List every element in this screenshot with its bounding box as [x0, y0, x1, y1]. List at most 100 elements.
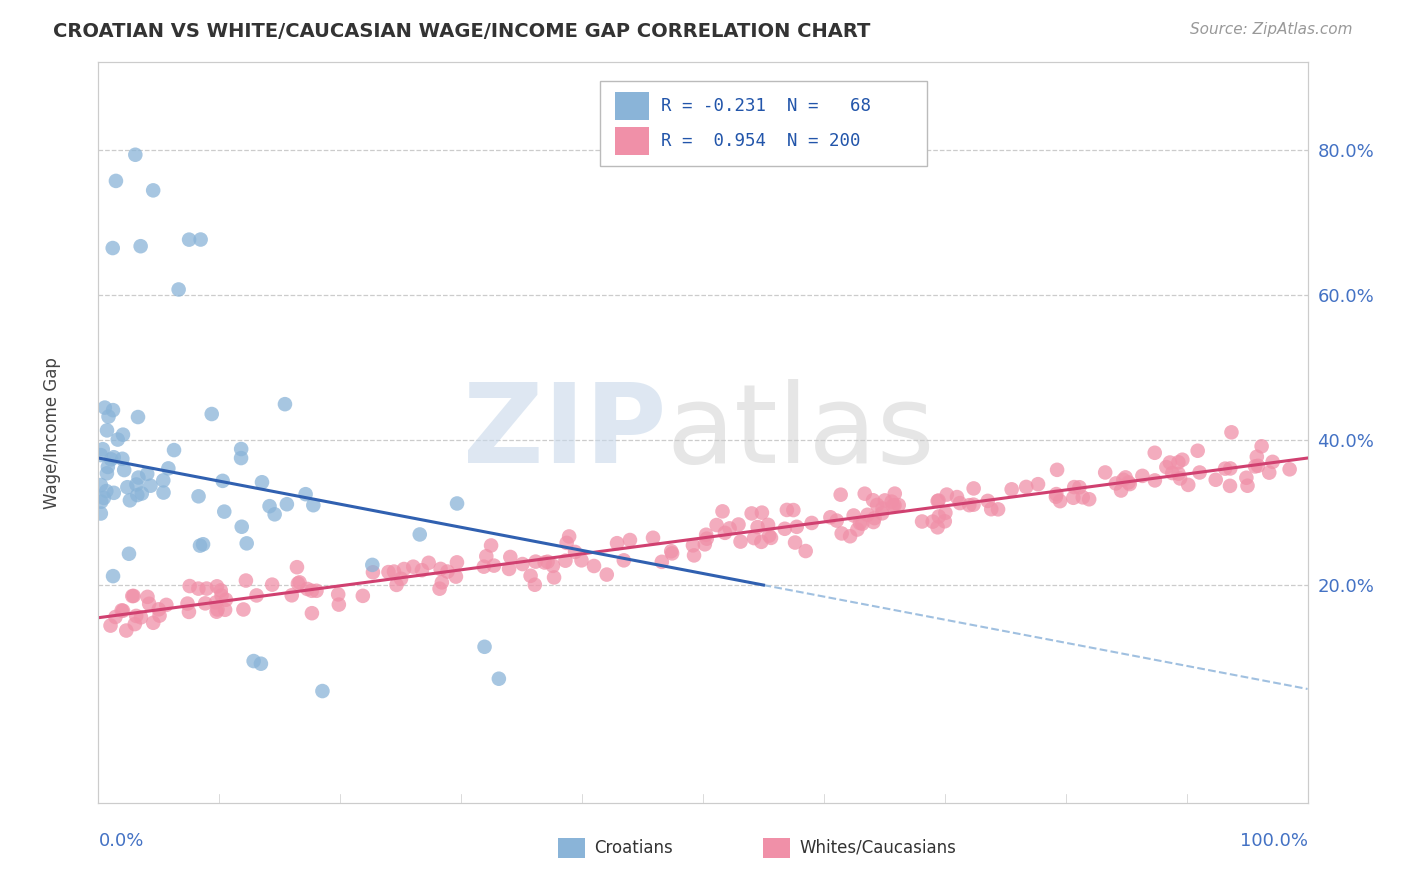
Point [177, 233, 200, 247]
Point [555, 536, 578, 550]
Point [825, 514, 848, 528]
Point [934, 514, 956, 528]
Point [418, 556, 440, 570]
Point [714, 525, 737, 540]
Point [446, 496, 468, 510]
Point [188, 539, 211, 553]
Point [962, 482, 984, 496]
Point [1156, 460, 1178, 475]
Point [305, 583, 328, 598]
Point [274, 397, 297, 411]
Point [111, 603, 134, 617]
Point [155, 598, 177, 612]
Text: ZIP: ZIP [464, 379, 666, 486]
Point [962, 498, 984, 512]
Point [949, 496, 972, 510]
Point [927, 520, 949, 534]
Point [751, 506, 773, 520]
Point [693, 537, 716, 551]
Point [849, 516, 872, 530]
Point [606, 536, 628, 550]
Text: CROATIAN VS WHITE/CAUCASIAN WAGE/INCOME GAP CORRELATION CHART: CROATIAN VS WHITE/CAUCASIAN WAGE/INCOME … [53, 22, 870, 41]
Point [127, 410, 149, 425]
Point [148, 608, 170, 623]
Point [523, 578, 546, 592]
Point [1168, 471, 1191, 485]
Point [250, 657, 273, 671]
Point [820, 510, 842, 524]
Point [862, 493, 884, 508]
Point [389, 572, 412, 586]
Point [1063, 480, 1085, 494]
Point [328, 587, 350, 601]
Point [177, 605, 200, 619]
Point [696, 532, 718, 546]
Point [977, 494, 1000, 508]
Point [1219, 461, 1241, 475]
Point [1062, 491, 1084, 505]
Point [1171, 452, 1194, 467]
Point [711, 504, 734, 518]
Point [231, 520, 253, 534]
Point [882, 499, 904, 513]
Point [488, 672, 510, 686]
Point [194, 596, 217, 610]
Point [873, 493, 896, 508]
Point [613, 553, 636, 567]
Point [129, 239, 152, 253]
Point [118, 493, 141, 508]
Point [853, 486, 876, 500]
Text: Source: ZipAtlas.com: Source: ZipAtlas.com [1189, 22, 1353, 37]
Point [124, 617, 146, 632]
Point [100, 452, 122, 467]
Point [276, 497, 298, 511]
Point [718, 521, 741, 535]
Text: R =  0.954  N = 200: R = 0.954 N = 200 [661, 132, 860, 150]
Point [554, 554, 576, 568]
Point [93, 491, 115, 505]
Point [262, 577, 284, 591]
Point [749, 534, 772, 549]
Point [1069, 480, 1091, 494]
Point [1261, 455, 1284, 469]
Point [533, 556, 555, 570]
Point [512, 557, 534, 571]
Point [211, 474, 233, 488]
Point [163, 443, 186, 458]
Point [215, 592, 238, 607]
Point [1001, 483, 1024, 497]
Text: Croatians: Croatians [595, 839, 673, 857]
Point [103, 485, 125, 500]
Point [97, 409, 120, 424]
Point [706, 518, 728, 533]
Point [301, 583, 323, 598]
Point [111, 451, 134, 466]
Point [205, 579, 228, 593]
Point [235, 574, 257, 588]
Point [1078, 492, 1101, 507]
Point [1167, 467, 1189, 481]
Point [1015, 480, 1038, 494]
Point [1109, 483, 1132, 498]
Point [302, 498, 325, 512]
Point [179, 579, 201, 593]
Point [205, 595, 228, 609]
FancyBboxPatch shape [600, 81, 927, 166]
Point [887, 498, 910, 512]
Point [263, 508, 285, 522]
Point [934, 506, 956, 520]
Point [402, 559, 425, 574]
Point [683, 549, 706, 563]
Point [756, 517, 779, 532]
Text: atlas: atlas [666, 379, 935, 486]
Point [127, 488, 149, 502]
Point [127, 470, 149, 484]
Point [651, 555, 673, 569]
Point [139, 479, 162, 493]
Point [1278, 462, 1301, 476]
Point [142, 615, 165, 630]
Point [499, 549, 522, 564]
Point [1115, 470, 1137, 484]
Point [759, 531, 782, 545]
Point [90, 478, 112, 492]
